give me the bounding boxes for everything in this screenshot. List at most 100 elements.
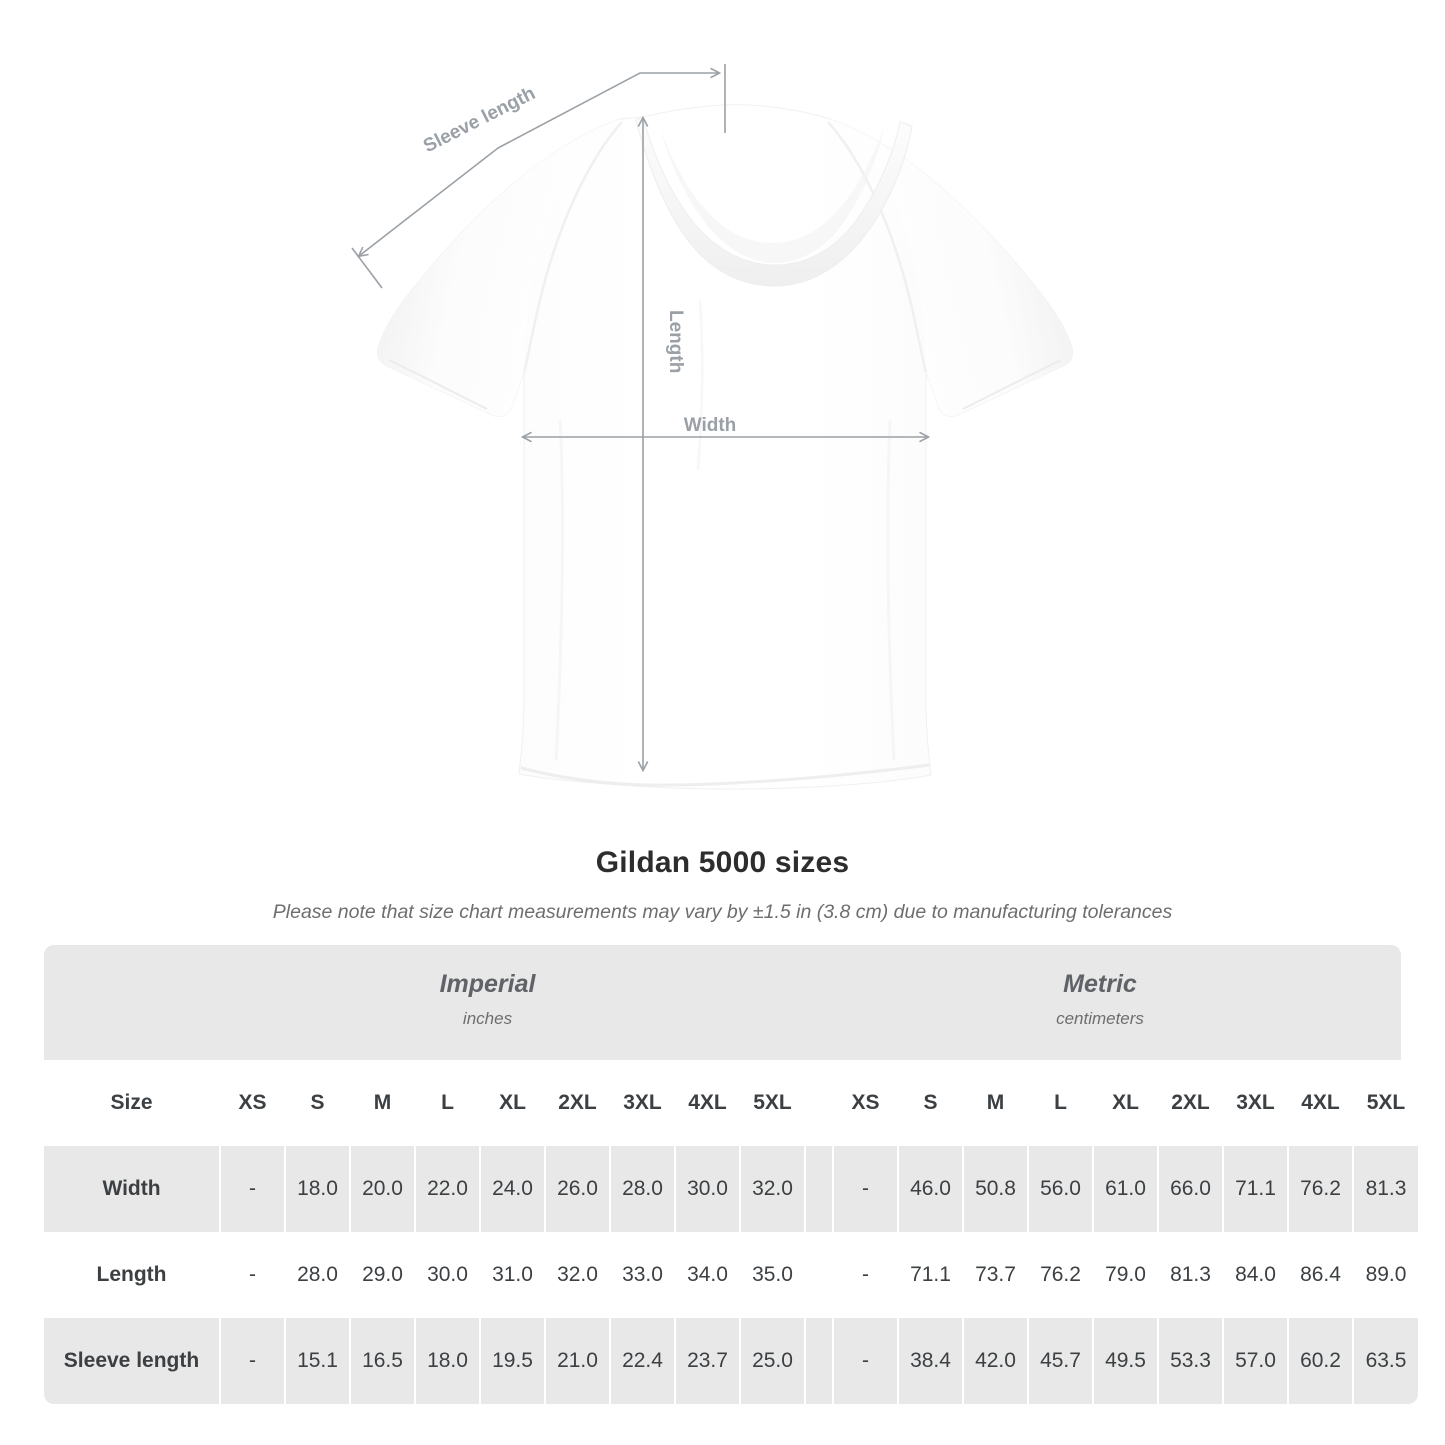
cell-imperial-xs: -: [220, 1146, 286, 1232]
cell-metric-xl: 61.0: [1093, 1146, 1159, 1232]
page-title: Gildan 5000 sizes: [595, 846, 850, 879]
cell-metric-5xl: 89.0: [1353, 1232, 1418, 1318]
cell-imperial-2xl: 26.0: [545, 1146, 611, 1232]
cell-metric-s: 46.0: [898, 1146, 964, 1232]
unit-system-band: Imperial inches Metric centimeters: [44, 945, 1401, 1060]
cell-metric-5xl: 63.5: [1353, 1318, 1418, 1404]
sleeve-length-arrow: [359, 73, 719, 256]
table-header-row: Size XS S M L XL 2XL 3XL 4XL 5XL XS S M L XL 2XL 3XL 4XL 5…: [44, 1060, 1418, 1146]
row-header-width: Width: [44, 1146, 221, 1232]
width-label: Width: [684, 415, 737, 436]
cell-metric-2xl: 66.0: [1158, 1146, 1224, 1232]
column-header-metric-xs: XS: [833, 1060, 899, 1146]
size-chart: Imperial inches Metric centimeters Size X…: [44, 945, 1418, 1404]
cell-metric-xs: -: [833, 1146, 899, 1232]
column-header-imperial-l: L: [415, 1060, 481, 1146]
row-header-size: Size: [44, 1060, 221, 1146]
cell-imperial-l: 30.0: [415, 1232, 481, 1318]
unit-separator-cell: [805, 1060, 834, 1146]
tolerance-note: Please note that size chart measurements…: [272, 901, 1173, 923]
column-header-imperial-5xl: 5XL: [740, 1060, 806, 1146]
unit-separator-cell: [805, 1318, 834, 1404]
cell-metric-l: 76.2: [1028, 1232, 1094, 1318]
column-header-metric-l: L: [1028, 1060, 1094, 1146]
cell-metric-5xl: 81.3: [1353, 1146, 1418, 1232]
unit-group-metric: Metric centimeters: [805, 969, 1395, 1030]
cell-imperial-xs: -: [220, 1318, 286, 1404]
cell-imperial-5xl: 32.0: [740, 1146, 806, 1232]
cell-imperial-l: 18.0: [415, 1318, 481, 1404]
cell-metric-4xl: 86.4: [1288, 1232, 1354, 1318]
cell-metric-3xl: 57.0: [1223, 1318, 1289, 1404]
column-header-imperial-4xl: 4XL: [675, 1060, 741, 1146]
tshirt-diagram: Sleeve length Length Width: [351, 64, 1074, 790]
column-header-imperial-2xl: 2XL: [545, 1060, 611, 1146]
cell-imperial-s: 15.1: [285, 1318, 351, 1404]
cell-metric-3xl: 84.0: [1223, 1232, 1289, 1318]
cell-imperial-xl: 31.0: [480, 1232, 546, 1318]
column-header-metric-4xl: 4XL: [1288, 1060, 1354, 1146]
cell-imperial-m: 20.0: [350, 1146, 416, 1232]
row-header-sleeve-length: Sleeve length: [44, 1318, 221, 1404]
title-block: Gildan 5000 sizes Please note that size …: [0, 845, 1445, 925]
cell-imperial-s: 18.0: [285, 1146, 351, 1232]
unit-name-metric: Metric: [1063, 970, 1137, 998]
cell-metric-xs: -: [833, 1232, 899, 1318]
cell-metric-2xl: 81.3: [1158, 1232, 1224, 1318]
length-dimension: Length: [643, 118, 686, 770]
width-dimension: Width: [523, 415, 928, 437]
tshirt-illustration: [376, 104, 1074, 790]
column-header-imperial-xl: XL: [480, 1060, 546, 1146]
cell-imperial-2xl: 32.0: [545, 1232, 611, 1318]
column-header-imperial-3xl: 3XL: [610, 1060, 676, 1146]
column-header-metric-3xl: 3XL: [1223, 1060, 1289, 1146]
cell-metric-s: 71.1: [898, 1232, 964, 1318]
cell-metric-3xl: 71.1: [1223, 1146, 1289, 1232]
row-header-length: Length: [44, 1232, 221, 1318]
cell-metric-s: 38.4: [898, 1318, 964, 1404]
cell-imperial-4xl: 30.0: [675, 1146, 741, 1232]
column-header-imperial-xs: XS: [220, 1060, 286, 1146]
column-header-metric-5xl: 5XL: [1353, 1060, 1418, 1146]
cell-imperial-m: 16.5: [350, 1318, 416, 1404]
cell-metric-l: 56.0: [1028, 1146, 1094, 1232]
column-header-metric-m: M: [963, 1060, 1029, 1146]
cell-imperial-3xl: 28.0: [610, 1146, 676, 1232]
cell-metric-4xl: 76.2: [1288, 1146, 1354, 1232]
unit-group-imperial: Imperial inches: [175, 969, 800, 1030]
unit-sub-imperial: inches: [462, 1009, 513, 1028]
cell-imperial-l: 22.0: [415, 1146, 481, 1232]
column-header-metric-2xl: 2XL: [1158, 1060, 1224, 1146]
sleeve-hem-tick: [351, 247, 383, 289]
measurements-table: Size XS S M L XL 2XL 3XL 4XL 5XL XS S M L XL 2XL 3XL 4XL 5…: [44, 1060, 1418, 1404]
cell-imperial-3xl: 22.4: [610, 1318, 676, 1404]
cell-imperial-2xl: 21.0: [545, 1318, 611, 1404]
table-row: Length -28.0 29.0 30.0 31.0 32.0 33.0 34.0 35.0-…: [44, 1232, 1418, 1318]
cell-imperial-xl: 24.0: [480, 1146, 546, 1232]
length-label: Length: [665, 310, 686, 373]
column-header-metric-s: S: [898, 1060, 964, 1146]
unit-sub-metric: centimeters: [1056, 1009, 1144, 1028]
column-header-metric-xl: XL: [1093, 1060, 1159, 1146]
cell-metric-m: 42.0: [963, 1318, 1029, 1404]
unit-name-imperial: Imperial: [439, 970, 536, 998]
cell-imperial-xl: 19.5: [480, 1318, 546, 1404]
cell-metric-l: 45.7: [1028, 1318, 1094, 1404]
unit-separator-cell: [805, 1232, 834, 1318]
cell-metric-m: 73.7: [963, 1232, 1029, 1318]
cell-metric-m: 50.8: [963, 1146, 1029, 1232]
cell-imperial-xs: -: [220, 1232, 286, 1318]
column-header-imperial-m: M: [350, 1060, 416, 1146]
sleeve-length-label: Sleeve length: [420, 83, 539, 157]
table-row: Width -18.0 20.0 22.0 24.0 26.0 28.0 30.0 32.0-4…: [44, 1146, 1418, 1232]
cell-imperial-5xl: 25.0: [740, 1318, 806, 1404]
cell-imperial-3xl: 33.0: [610, 1232, 676, 1318]
unit-separator-cell: [805, 1146, 834, 1232]
cell-metric-4xl: 60.2: [1288, 1318, 1354, 1404]
cell-imperial-s: 28.0: [285, 1232, 351, 1318]
cell-imperial-4xl: 23.7: [675, 1318, 741, 1404]
cell-metric-xl: 79.0: [1093, 1232, 1159, 1318]
cell-metric-2xl: 53.3: [1158, 1318, 1224, 1404]
cell-imperial-4xl: 34.0: [675, 1232, 741, 1318]
cell-metric-xs: -: [833, 1318, 899, 1404]
